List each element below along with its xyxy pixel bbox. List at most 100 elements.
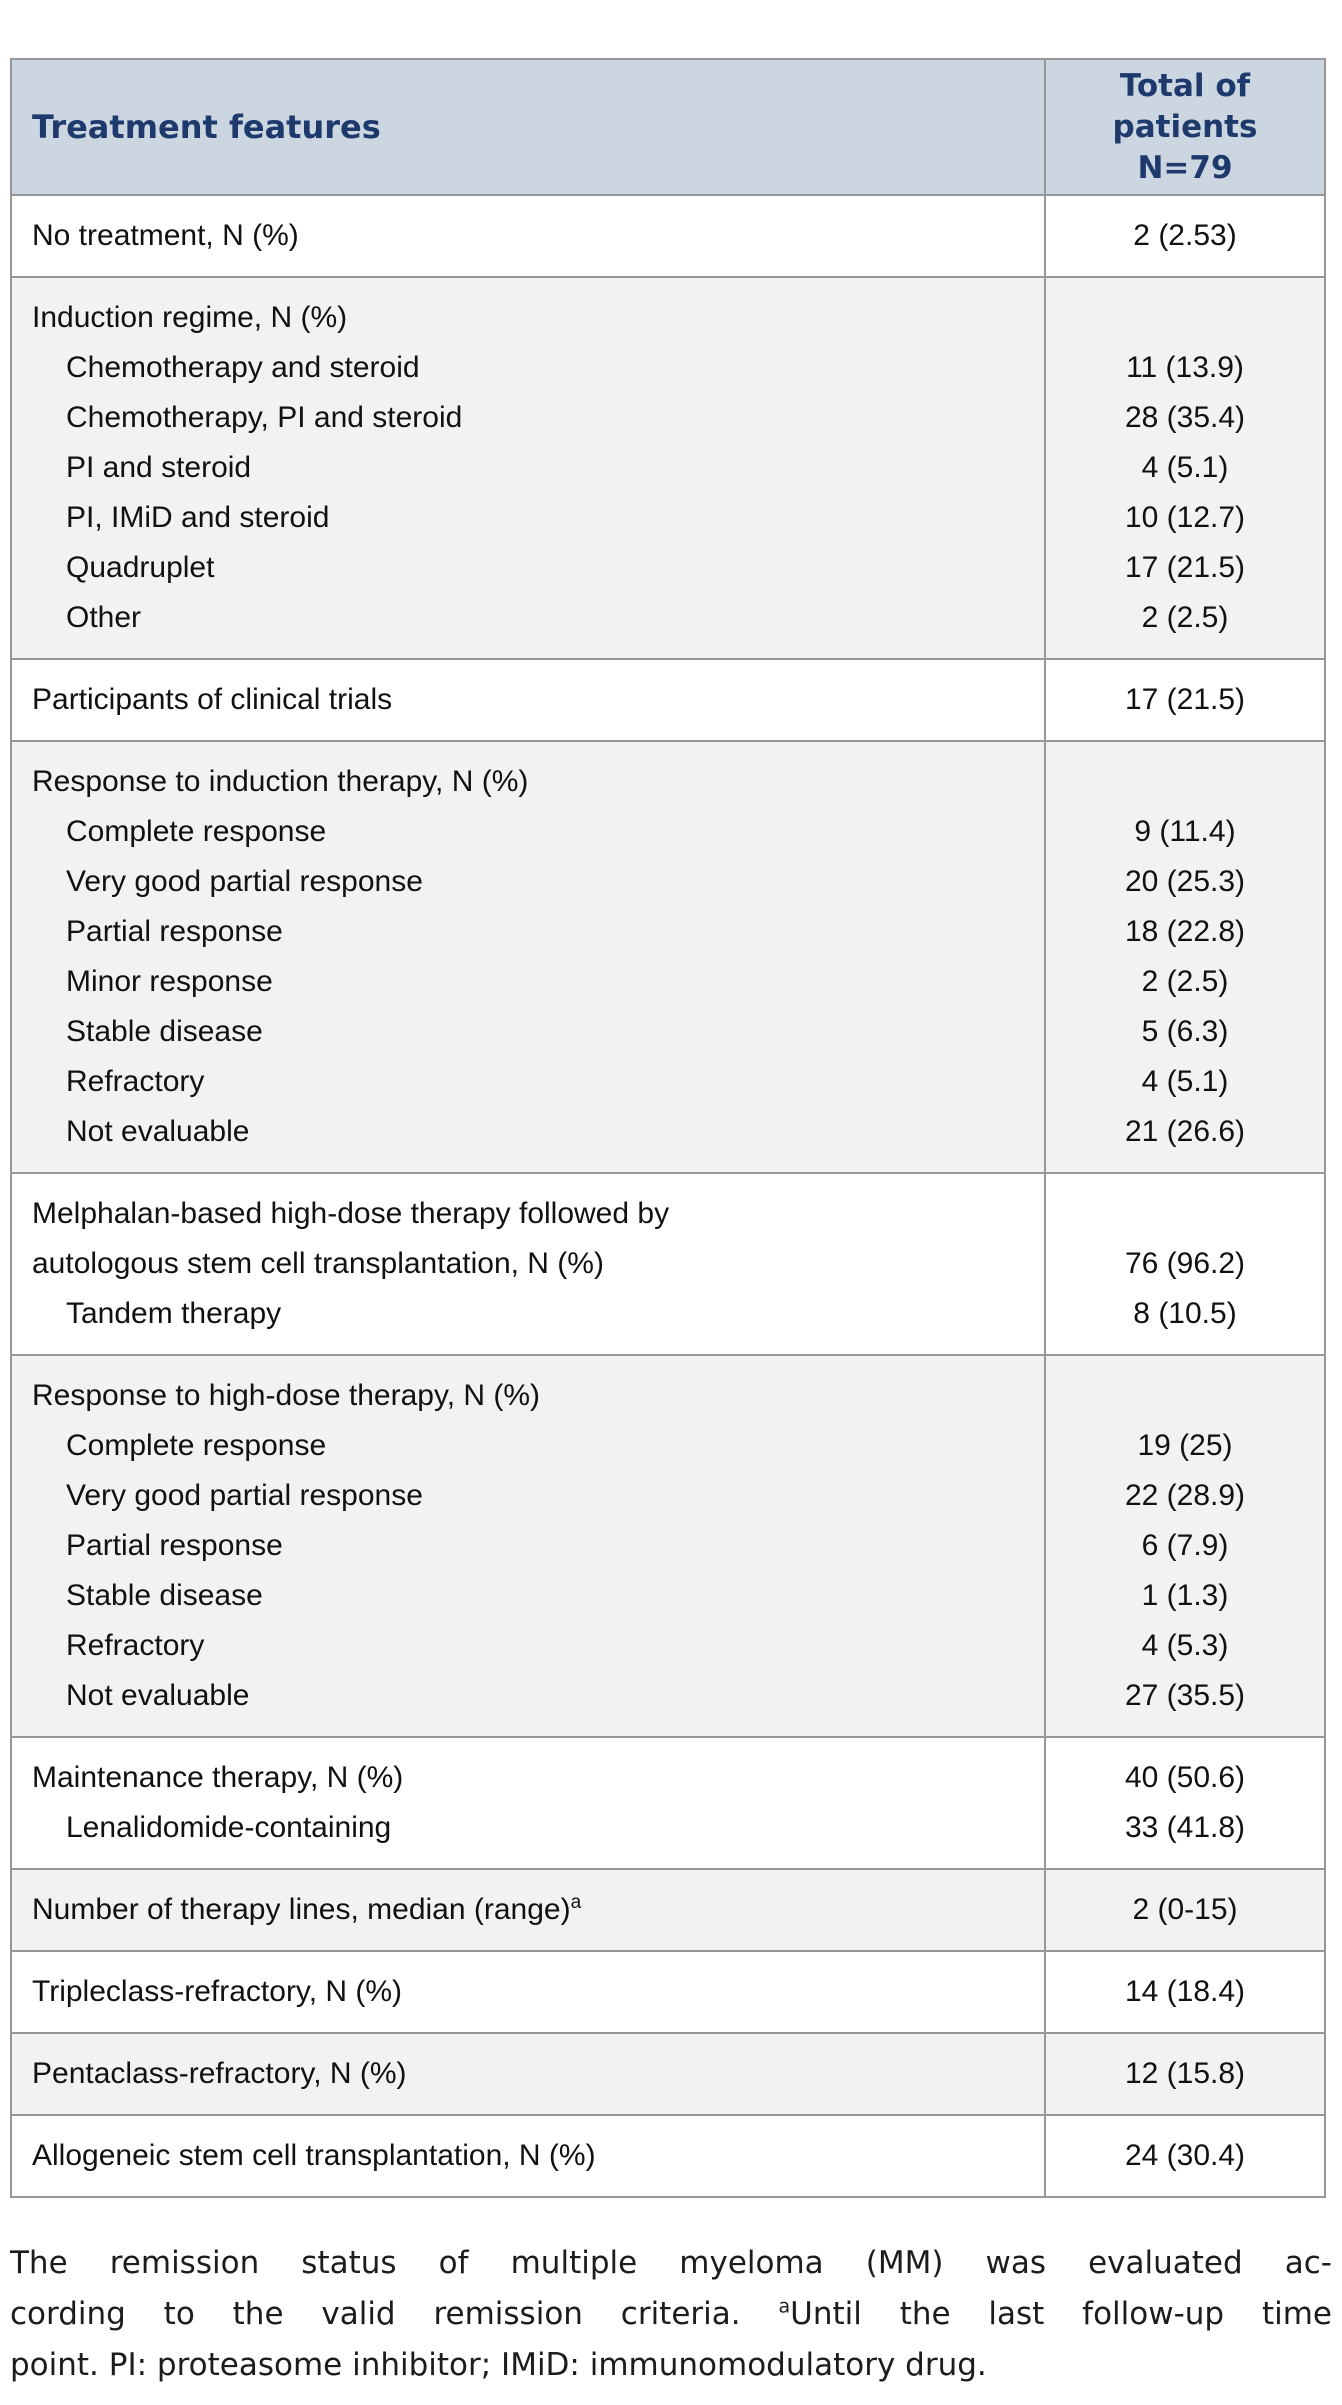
row-label: Participants of clinical trials <box>32 683 393 716</box>
section-label-cell: Response to induction therapy, N (%) Comp… <box>10 740 1046 1174</box>
section-value-cell: 17 (21.5) <box>1044 658 1326 742</box>
section-label-cell: No treatment, N (%) <box>10 194 1046 278</box>
row-label: Partial response <box>66 915 283 948</box>
row-label: PI and steroid <box>66 451 252 484</box>
header-line: patients <box>1112 108 1258 145</box>
section-value-cell: 24 (30.4) <box>1044 2114 1326 2198</box>
row-label: Minor response <box>66 965 273 998</box>
row-label: Not evaluable <box>66 1679 250 1712</box>
table-section: Allogeneic stem cell transplantation, N … <box>10 2114 1326 2198</box>
section-value-cell: 40 (50.6) 33 (41.8) <box>1044 1736 1326 1870</box>
row-value: 8 (10.5) <box>1133 1297 1237 1330</box>
table-section: Induction regime, N (%) Chemotherapy and … <box>10 276 1326 660</box>
row-label: Refractory <box>66 1629 205 1662</box>
row-value <box>1050 1371 1320 1421</box>
row-label: Stable disease <box>66 1015 263 1048</box>
section-label-cell: Pentaclass-refractory, N (%) <box>10 2032 1046 2116</box>
row-value: 17 (21.5) <box>1124 551 1246 584</box>
section-label-cell: Response to high-dose therapy, N (%) Comp… <box>10 1354 1046 1738</box>
table-section: Pentaclass-refractory, N (%) 12 (15.8) <box>10 2032 1326 2116</box>
section-label-cell: Induction regime, N (%) Chemotherapy and … <box>10 276 1046 660</box>
row-label: Quadruplet <box>66 551 215 584</box>
footnote-line: cording to the valid remission criteria.… <box>10 2295 1332 2332</box>
header-line: Total of <box>1119 67 1251 104</box>
row-label: Number of therapy lines, median (range)a <box>32 1892 582 1926</box>
row-value: 2 (0-15) <box>1132 1893 1238 1926</box>
header-line: N=79 <box>1137 149 1233 186</box>
section-label-cell: Allogeneic stem cell transplantation, N … <box>10 2114 1046 2198</box>
row-label: Chemotherapy, PI and steroid <box>66 401 463 434</box>
section-value-cell: 14 (18.4) <box>1044 1950 1326 2034</box>
row-label: Lenalidomide-containing <box>66 1811 392 1844</box>
section-label-cell: Melphalan-based high-dose therapy follow… <box>10 1172 1046 1356</box>
row-label: No treatment, N (%) <box>32 219 299 252</box>
table-section: Number of therapy lines, median (range)a… <box>10 1868 1326 1952</box>
table-section: Participants of clinical trials 17 (21.5) <box>10 658 1326 742</box>
table-section: Response to high-dose therapy, N (%) Comp… <box>10 1354 1326 1738</box>
row-value: 2 (2.5) <box>1141 965 1229 998</box>
row-value: 12 (15.8) <box>1124 2057 1246 2090</box>
row-value: 1 (1.3) <box>1141 1579 1229 1612</box>
treatment-table: Treatment features Total of patients N=79 … <box>10 58 1326 2198</box>
row-value: 76 (96.2) <box>1124 1247 1246 1280</box>
row-label: Maintenance therapy, N (%) <box>32 1761 404 1794</box>
section-value-cell: 76 (96.2) 8 (10.5) <box>1044 1172 1326 1356</box>
row-label: Allogeneic stem cell transplantation, N … <box>32 2139 596 2172</box>
footnote: The remission status of multiple myeloma… <box>10 2238 1332 2391</box>
section-value-cell: 2 (0-15) <box>1044 1868 1326 1952</box>
row-label: PI, IMiD and steroid <box>66 501 330 534</box>
section-value-cell: 2 (2.53) <box>1044 194 1326 278</box>
row-label: autologous stem cell transplantation, N … <box>32 1247 604 1280</box>
row-label: Stable disease <box>66 1579 263 1612</box>
footnote-line: The remission status of multiple myeloma… <box>10 2245 1332 2281</box>
row-value: 17 (21.5) <box>1124 683 1246 716</box>
row-value: 18 (22.8) <box>1124 915 1246 948</box>
row-label: Induction regime, N (%) <box>32 301 348 334</box>
row-label: Not evaluable <box>66 1115 250 1148</box>
row-value: 19 (25) <box>1137 1429 1233 1462</box>
row-value <box>1050 293 1320 343</box>
section-label-cell: Maintenance therapy, N (%) Lenalidomide-c… <box>10 1736 1046 1870</box>
row-value: 24 (30.4) <box>1124 2139 1246 2172</box>
row-value: 27 (35.5) <box>1124 1679 1246 1712</box>
footnote-line: point. PI: proteasome inhibitor; IMiD: i… <box>10 2347 987 2383</box>
row-label: Tandem therapy <box>66 1297 282 1330</box>
row-label: Response to high-dose therapy, N (%) <box>32 1379 541 1412</box>
row-value: 10 (12.7) <box>1124 501 1246 534</box>
superscript-marker: a <box>570 1892 582 1913</box>
row-value: 2 (2.53) <box>1133 219 1237 252</box>
row-value: 5 (6.3) <box>1141 1015 1229 1048</box>
section-value-cell: 12 (15.8) <box>1044 2032 1326 2116</box>
row-value: 20 (25.3) <box>1124 865 1246 898</box>
row-label: Very good partial response <box>66 865 423 898</box>
row-value: 4 (5.3) <box>1141 1629 1229 1662</box>
section-value-cell: 9 (11.4) 20 (25.3) 18 (22.8) 2 (2.5) 5 (6.3)… <box>1044 740 1326 1174</box>
row-label: Very good partial response <box>66 1479 423 1512</box>
row-label: Pentaclass-refractory, N (%) <box>32 2057 407 2090</box>
row-value: 40 (50.6) <box>1124 1761 1246 1794</box>
section-label-cell: Participants of clinical trials <box>10 658 1046 742</box>
section-value-cell: 11 (13.9) 28 (35.4) 4 (5.1) 10 (12.7) 17 (21… <box>1044 276 1326 660</box>
section-value-cell: 19 (25) 22 (28.9) 6 (7.9) 1 (1.3) 4 (5.3) 27 … <box>1044 1354 1326 1738</box>
row-label: Partial response <box>66 1529 283 1562</box>
superscript-marker: a <box>778 2295 791 2318</box>
row-label: Chemotherapy and steroid <box>66 351 420 384</box>
row-label: Response to induction therapy, N (%) <box>32 765 529 798</box>
row-value <box>1050 757 1320 807</box>
row-value <box>1050 1189 1320 1239</box>
row-value: 22 (28.9) <box>1124 1479 1246 1512</box>
row-label: Refractory <box>66 1065 205 1098</box>
table-body: Treatment features Total of patients N=79 … <box>10 58 1326 2198</box>
table-section: Melphalan-based high-dose therapy follow… <box>10 1172 1326 1356</box>
table-section: Maintenance therapy, N (%) Lenalidomide-c… <box>10 1736 1326 1870</box>
row-label: Tripleclass-refractory, N (%) <box>32 1975 403 2008</box>
row-label: Other <box>66 601 142 634</box>
row-label: Complete response <box>66 815 327 848</box>
section-label-cell: Number of therapy lines, median (range)a <box>10 1868 1046 1952</box>
row-value: 2 (2.5) <box>1141 601 1229 634</box>
column-header-total-patients: Total of patients N=79 <box>1044 58 1326 196</box>
section-label-cell: Tripleclass-refractory, N (%) <box>10 1950 1046 2034</box>
column-header-treatment-features: Treatment features <box>10 58 1046 196</box>
table-section: Tripleclass-refractory, N (%) 14 (18.4) <box>10 1950 1326 2034</box>
row-value: 4 (5.1) <box>1141 1065 1229 1098</box>
